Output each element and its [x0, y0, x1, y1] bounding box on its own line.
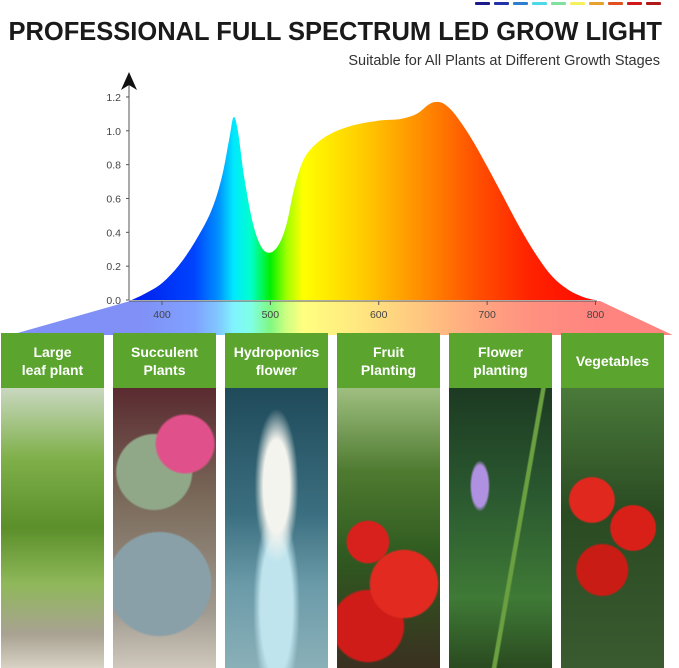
color-dash — [646, 2, 661, 5]
page-subtitle: Suitable for All Plants at Different Gro… — [348, 53, 660, 69]
plant-photo — [561, 388, 664, 668]
light-fan — [10, 301, 673, 335]
plant-photo — [1, 388, 104, 668]
y-tick-label: 1.0 — [106, 126, 121, 138]
plant-category-label: Vegetables — [561, 333, 664, 388]
x-tick-label: 800 — [587, 309, 605, 321]
y-tick-label: 1.2 — [106, 92, 121, 104]
color-dash — [589, 2, 604, 5]
category-label-text: Fruit Planting — [360, 343, 417, 378]
page-title: PROFESSIONAL FULL SPECTRUM LED GROW LIGH… — [8, 18, 662, 46]
plant-category-card: Flower planting — [449, 333, 552, 668]
plant-photo — [113, 388, 216, 668]
plant-category-card: Hydroponics flower — [225, 333, 328, 668]
y-tick-label: 0.0 — [106, 295, 121, 307]
plant-photo — [337, 388, 440, 668]
plant-category-card: Vegetables — [561, 333, 664, 668]
decorative-color-dashes — [475, 2, 661, 5]
category-label-text: Succulent Plants — [131, 343, 198, 378]
category-label-text: Vegetables — [575, 352, 650, 369]
category-label-text: Hydroponics flower — [233, 343, 320, 378]
plant-category-label: Flower planting — [449, 333, 552, 388]
color-dash — [570, 2, 585, 5]
color-dash — [627, 2, 642, 5]
plant-category-label: Succulent Plants — [113, 333, 216, 388]
y-tick-label: 0.4 — [106, 227, 121, 239]
y-tick-label: 0.8 — [106, 160, 121, 172]
plant-photo — [225, 388, 328, 668]
plant-category-label: Hydroponics flower — [225, 333, 328, 388]
spectrum-area — [131, 101, 596, 300]
color-dash — [513, 2, 528, 5]
x-tick-label: 600 — [370, 309, 388, 321]
color-dash — [551, 2, 566, 5]
y-tick-label: 0.6 — [106, 193, 121, 205]
plant-category-card: Succulent Plants — [113, 333, 216, 668]
plant-category-card: Fruit Planting — [337, 333, 440, 668]
x-tick-label: 500 — [262, 309, 280, 321]
y-axis-arrow-icon — [121, 72, 137, 90]
color-dash — [475, 2, 490, 5]
category-label-text: Flower planting — [473, 343, 528, 378]
plant-category-label: Large leaf plant — [1, 333, 104, 388]
plant-category-card: Large leaf plant — [1, 333, 104, 668]
spectrum-chart: 0.0 0.2 0.4 0.6 0.8 1.0 1.2 400 500 600 700 800 — [10, 72, 673, 335]
plant-category-label: Fruit Planting — [337, 333, 440, 388]
category-label-text: Large leaf plant — [21, 343, 84, 378]
x-tick-label: 700 — [478, 309, 496, 321]
color-dash — [494, 2, 509, 5]
plant-photo — [449, 388, 552, 668]
color-dash — [608, 2, 623, 5]
y-tick-label: 0.2 — [106, 261, 121, 273]
x-tick-label: 400 — [153, 309, 171, 321]
color-dash — [532, 2, 547, 5]
